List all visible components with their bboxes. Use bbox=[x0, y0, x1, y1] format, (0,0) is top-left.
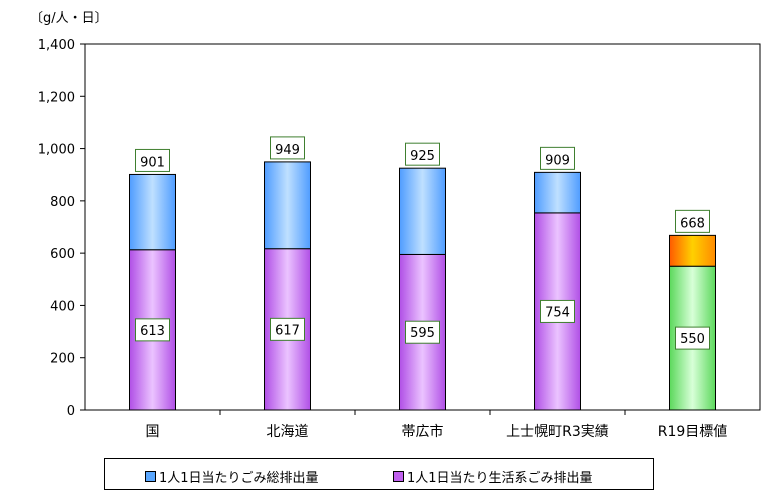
legend: 1人1日当たりごみ総排出量 1人1日当たり生活系ごみ排出量 bbox=[104, 458, 654, 490]
y-tick-label: 1,000 bbox=[38, 143, 75, 158]
x-tick-label: 帯広市 bbox=[402, 423, 444, 440]
bars bbox=[129, 161, 716, 411]
living-value-label: 754 bbox=[545, 305, 570, 320]
x-tick-label: 北海道 bbox=[267, 424, 309, 440]
total-label-box bbox=[675, 209, 710, 233]
bar-total bbox=[534, 171, 581, 214]
y-tick-label: 600 bbox=[50, 247, 75, 262]
y-tick-label: 1,400 bbox=[38, 38, 75, 53]
legend-item-living: 1人1日当たり生活系ごみ排出量 bbox=[393, 467, 593, 486]
x-tick-labels: 国 北海道 帯広市 上士幌町R3実績 R19目標値 bbox=[146, 423, 728, 440]
y-tick-label: 0 bbox=[67, 404, 75, 419]
total-label-box bbox=[405, 142, 440, 166]
total-label-box bbox=[540, 146, 575, 170]
data-labels: 901 613 949 617 925 595 909 754 668 550 bbox=[135, 136, 710, 350]
total-value-label: 925 bbox=[410, 149, 435, 164]
legend-item-total: 1人1日当たりごみ総排出量 bbox=[145, 467, 319, 486]
x-tick-label: 国 bbox=[146, 424, 160, 440]
y-tick-label: 800 bbox=[50, 195, 75, 210]
living-label-box bbox=[135, 318, 170, 342]
living-value-label: 595 bbox=[410, 326, 435, 341]
living-value-label: 613 bbox=[140, 324, 165, 339]
y-tick-label: 1,200 bbox=[38, 90, 75, 105]
living-value-label: 617 bbox=[275, 323, 300, 338]
legend-swatch-blue bbox=[145, 471, 156, 482]
bar-total bbox=[669, 234, 716, 267]
living-label-box bbox=[270, 317, 305, 341]
bar-total bbox=[129, 173, 176, 251]
living-label-box bbox=[675, 326, 710, 350]
living-value-label: 550 bbox=[680, 332, 705, 347]
total-value-label: 668 bbox=[680, 216, 705, 231]
legend-label-total: 1人1日当たりごみ総排出量 bbox=[159, 471, 319, 486]
total-value-label: 949 bbox=[275, 143, 300, 158]
total-label-box bbox=[135, 148, 170, 172]
living-label-box bbox=[540, 299, 575, 323]
total-label-box bbox=[270, 136, 305, 160]
total-value-label: 901 bbox=[140, 155, 165, 170]
legend-label-living: 1人1日当たり生活系ごみ排出量 bbox=[407, 471, 593, 486]
total-value-label: 909 bbox=[545, 153, 570, 168]
unit-label: 〔g/人・日〕 bbox=[30, 11, 108, 26]
living-label-box bbox=[405, 320, 440, 344]
x-tick-label: R19目標値 bbox=[658, 424, 728, 440]
y-tick-label: 200 bbox=[50, 352, 75, 367]
bar-total bbox=[264, 161, 311, 250]
bar-total bbox=[399, 167, 446, 255]
x-tick-label: 上士幌町R3実績 bbox=[506, 424, 609, 440]
legend-swatch-purple bbox=[393, 471, 404, 482]
y-tick-label: 400 bbox=[50, 299, 75, 314]
